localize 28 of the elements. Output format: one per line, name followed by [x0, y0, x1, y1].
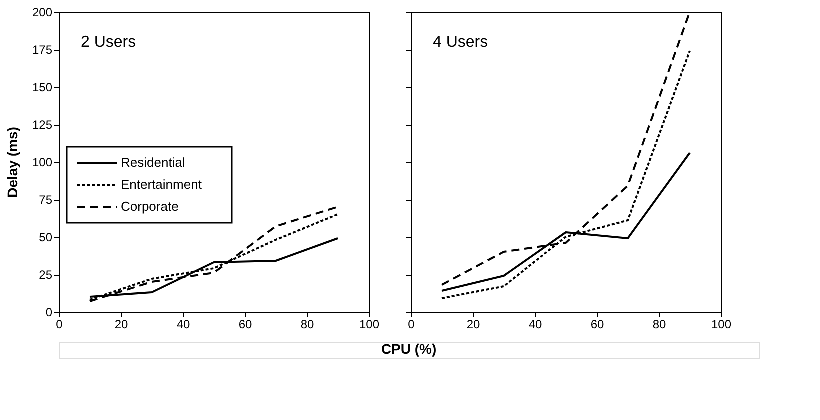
y-tick-label: 125: [32, 118, 53, 132]
y-tick-label: 100: [32, 156, 53, 170]
x-axis-title: CPU (%): [381, 341, 437, 357]
x-tick-label: 20: [114, 318, 128, 332]
x-tick-label: 80: [300, 318, 314, 332]
x-tick-label: 60: [590, 318, 604, 332]
legend-label: Residential: [121, 155, 186, 170]
x-tick-label: 40: [528, 318, 542, 332]
y-tick-label: 0: [46, 306, 53, 320]
x-tick-label: 40: [176, 318, 190, 332]
x-tick-label: 100: [711, 318, 732, 332]
annotation: 4 Users: [433, 34, 488, 51]
x-tick-label: 60: [238, 318, 252, 332]
x-tick-label: 20: [466, 318, 480, 332]
y-tick-label: 75: [39, 193, 53, 207]
y-tick-label: 175: [32, 43, 53, 57]
y-tick-label: 150: [32, 80, 53, 94]
x-tick-label: 80: [652, 318, 666, 332]
x-tick-label: 100: [359, 318, 380, 332]
legend-label: Corporate: [121, 199, 179, 214]
annotation: 2 Users: [81, 34, 136, 51]
x-tick-label: 0: [408, 318, 416, 332]
y-tick-label: 50: [39, 230, 53, 244]
x-tick-label: 0: [56, 318, 64, 332]
y-tick-label: 25: [39, 268, 53, 282]
y-tick-label: 200: [32, 6, 53, 20]
y-axis-title: Delay (ms): [4, 127, 20, 198]
legend-label: Entertainment: [121, 177, 202, 192]
